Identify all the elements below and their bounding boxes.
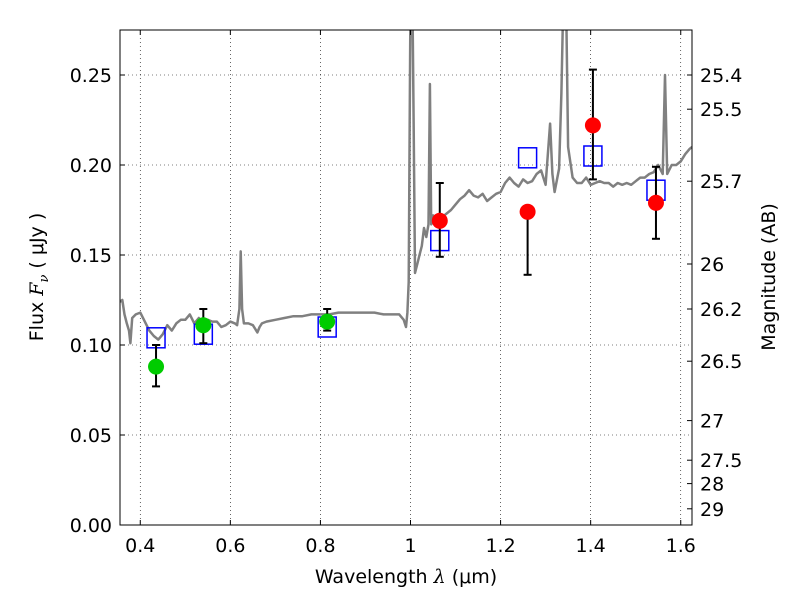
y-axis-label: Flux Fν ( μJy ) [26,213,52,342]
y-tick-label: 0.05 [70,425,112,447]
y2-tick-label: 25.4 [700,65,742,87]
y2-tick-label: 28 [700,474,724,496]
observed-flux-marker [195,317,212,334]
y2-tick-label: 27.5 [700,450,742,472]
y2-tick-label: 25.7 [700,171,742,193]
axes: 0.4 0.6 0.8 1 1.2 1.4 1.6 0.00 0.05 0.10 0.15 0.20 0… [70,30,742,557]
x-tick-label: 0.6 [215,535,245,557]
observed-flux-marker [319,313,336,330]
y-tick-label: 0.00 [70,515,112,537]
model-square-marker [517,147,538,169]
x-tick-label: 0.8 [305,535,335,557]
x-tick-label: 1.2 [485,535,515,557]
y2-tick-label: 29 [700,499,724,521]
x-tick-label: 1 [404,535,416,557]
y2-tick-label: 25.5 [700,99,742,121]
y2-axis-label: Magnitude (AB) [758,203,780,351]
y-tick-label: 0.20 [70,155,112,177]
observed-flux-marker [647,194,664,211]
y-tick-label: 0.25 [70,65,112,87]
observed-flux-marker [148,358,165,375]
y2-tick-label: 27 [700,411,724,433]
y-tick-label: 0.10 [70,335,112,357]
x-axis-label: Wavelength λ (μm) [315,566,497,588]
y2-tick-label: 26.5 [700,351,742,373]
observed-flux-marker [519,203,536,220]
observed-flux-marker [584,117,601,134]
x-tick-label: 1.4 [576,535,606,557]
x-tick-label: 1.6 [666,535,696,557]
y2-tick-label: 26 [700,254,724,276]
observed-flux-marker [431,212,448,229]
x-tick-label: 0.4 [125,535,155,557]
y-tick-label: 0.15 [70,245,112,267]
y2-tick-label: 26.2 [700,299,742,321]
data-points [146,68,666,388]
plot-frame [119,29,693,526]
